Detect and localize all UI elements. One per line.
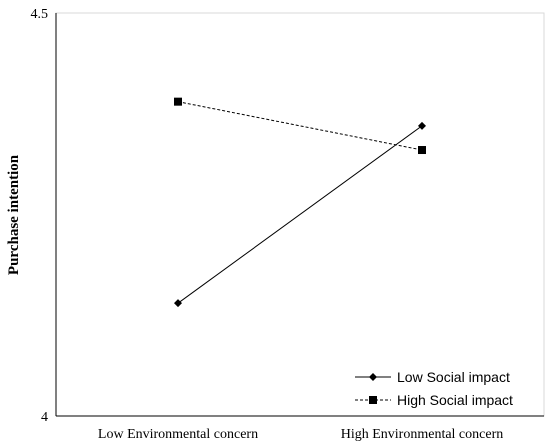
data-point-square-high-env (418, 146, 426, 155)
legend-label-high: High Social impact (397, 392, 513, 408)
legend-marker-square (369, 396, 377, 404)
data-point-square-low-env (174, 97, 182, 106)
legend-marker-diamond (369, 373, 377, 381)
y-tick-label-max: 4.5 (31, 7, 49, 22)
series-line-low-social-impact (177, 125, 423, 304)
data-point-diamond-low-env (174, 299, 182, 308)
legend: Low Social impact High Social impact (355, 369, 513, 408)
data-point-diamond-high-env (418, 121, 426, 130)
series-layer (174, 97, 426, 308)
x-tick-label-low: Low Environmental concern (98, 427, 258, 442)
x-tick-label-high: High Environmental concern (341, 427, 504, 442)
series-line-high-social-impact (177, 101, 423, 151)
y-axis-title: Purchase intention (6, 154, 22, 275)
y-tick-label-min: 4 (41, 410, 48, 425)
legend-label-low: Low Social impact (397, 369, 510, 385)
